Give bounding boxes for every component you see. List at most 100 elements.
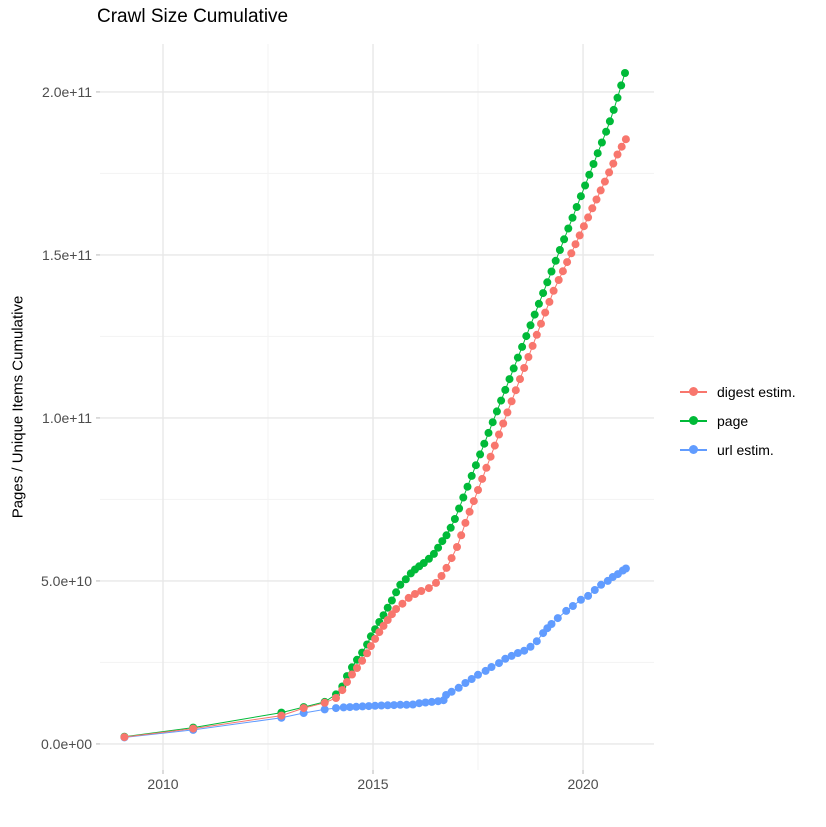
- data-point: [526, 642, 535, 651]
- data-point: [590, 586, 599, 594]
- data-point: [371, 701, 380, 710]
- data-point: [427, 697, 436, 706]
- data-point: [446, 523, 455, 532]
- data-point: [563, 258, 572, 267]
- data-point: [392, 605, 401, 613]
- data-point: [455, 504, 464, 513]
- data-point: [584, 213, 593, 222]
- data-point: [581, 181, 590, 190]
- data-point: [507, 651, 516, 660]
- data-point: [467, 675, 476, 683]
- data-point: [348, 670, 356, 679]
- data-point: [528, 341, 537, 350]
- data-point: [437, 572, 446, 580]
- data-point: [453, 543, 461, 551]
- data-point: [505, 375, 514, 384]
- data-point: [383, 616, 392, 624]
- data-point: [541, 308, 550, 317]
- legend-dot-icon: [689, 445, 698, 454]
- data-point: [613, 93, 622, 102]
- data-point: [554, 276, 563, 284]
- data-point: [396, 700, 405, 709]
- data-point: [551, 256, 560, 265]
- data-point: [454, 683, 463, 692]
- data-point: [545, 297, 554, 306]
- data-point: [597, 138, 606, 147]
- data-point: [459, 493, 468, 502]
- y-tick-label: 5.0e+10: [41, 573, 92, 589]
- data-point: [511, 386, 520, 395]
- data-point: [621, 135, 630, 144]
- data-point: [509, 364, 518, 373]
- data-point: [492, 407, 501, 416]
- data-point: [575, 231, 584, 240]
- data-point: [555, 246, 564, 254]
- data-point: [562, 606, 571, 615]
- data-point: [358, 656, 367, 665]
- data-point: [120, 733, 129, 742]
- data-point: [497, 396, 506, 405]
- legend-item-digest-estim: digest estim.: [680, 382, 796, 402]
- data-point: [402, 700, 411, 709]
- data-point: [379, 621, 388, 630]
- data-point: [457, 531, 466, 540]
- data-point: [474, 486, 482, 494]
- data-point: [332, 704, 340, 713]
- data-point: [597, 580, 606, 589]
- data-point: [547, 620, 556, 628]
- data-point: [568, 213, 577, 222]
- data-point: [602, 127, 611, 136]
- data-point: [526, 321, 535, 330]
- data-point: [338, 686, 347, 695]
- legend-label: page: [717, 413, 749, 429]
- data-point: [600, 177, 609, 186]
- data-point: [424, 584, 433, 593]
- data-point: [478, 474, 487, 483]
- legend-key-icon: [680, 411, 707, 431]
- chart-title: Crawl Size Cumulative: [97, 6, 289, 27]
- data-point: [358, 702, 367, 711]
- data-point: [353, 664, 361, 672]
- data-point: [499, 419, 508, 428]
- data-point: [617, 81, 626, 90]
- data-point: [532, 637, 541, 646]
- data-point: [588, 204, 597, 213]
- data-point: [277, 711, 286, 720]
- data-point: [392, 588, 401, 597]
- data-point: [560, 235, 569, 244]
- data-point: [371, 634, 380, 643]
- minor-gridlines: [100, 44, 654, 770]
- data-point: [572, 203, 581, 211]
- data-point: [375, 628, 384, 637]
- data-point: [503, 408, 512, 417]
- data-point: [461, 518, 470, 527]
- data-point: [450, 515, 459, 523]
- series-digest-estim: [120, 135, 630, 742]
- data-point: [481, 666, 490, 675]
- data-point: [558, 267, 567, 276]
- data-point: [377, 701, 386, 710]
- data-point: [476, 450, 485, 459]
- data-point: [189, 724, 198, 733]
- data-point: [495, 659, 503, 668]
- data-point: [605, 168, 614, 177]
- data-point: [320, 705, 329, 714]
- data-point: [617, 142, 626, 151]
- data-point: [383, 701, 392, 710]
- data-point: [486, 452, 495, 461]
- data-point: [424, 554, 433, 563]
- data-point: [482, 463, 491, 472]
- x-tick-label: 2015: [357, 776, 388, 792]
- data-point: [613, 150, 622, 159]
- legend-dot-icon: [689, 416, 698, 425]
- data-point: [518, 342, 527, 351]
- data-point: [401, 575, 410, 584]
- data-point: [564, 224, 573, 233]
- x-tick-label: 2010: [147, 776, 178, 792]
- data-point: [621, 564, 630, 573]
- data-point: [480, 439, 489, 448]
- data-point: [417, 587, 426, 595]
- data-point: [576, 192, 585, 201]
